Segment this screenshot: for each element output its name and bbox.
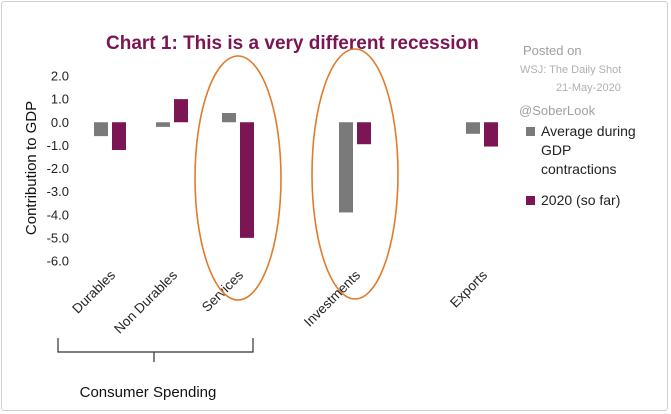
bar-2020-durables — [112, 122, 126, 150]
bar-2020-services — [240, 122, 254, 238]
highlight-ellipses — [194, 48, 399, 301]
y-axis-label: Contribution to GDP — [23, 101, 40, 235]
chart-title: Chart 1: This is a very different recess… — [106, 33, 479, 54]
category-label: Exports — [447, 267, 490, 310]
bar-marks — [94, 99, 498, 238]
watermark-date: 21-May-2020 — [556, 82, 621, 94]
y-tick-labels: 2.0 1.0 0.0 -1.0 -2.0 -3.0 -4.0 -5.0 -6.0 — [47, 69, 69, 269]
legend-swatch-2020 — [526, 196, 535, 205]
legend-swatch-average — [526, 127, 535, 136]
highlight-ellipse-investments — [311, 48, 399, 300]
watermark-source: WSJ: The Daily Shot — [520, 64, 621, 76]
bar-average-exports — [466, 122, 480, 134]
category-label: Non Durables — [111, 267, 180, 336]
group-bracket — [57, 338, 254, 362]
bar-2020-non-durables — [174, 99, 188, 123]
y-tick-label: -6.0 — [47, 254, 69, 269]
y-tick-label: -1.0 — [47, 138, 69, 153]
legend-label-average: contractions — [541, 161, 616, 177]
y-tick-label: -5.0 — [47, 230, 69, 245]
y-tick-label: 0.0 — [51, 115, 69, 130]
bar-2020-investments — [357, 122, 371, 145]
legend-label-2020: 2020 (so far) — [541, 192, 620, 208]
bar-average-investments — [339, 122, 353, 213]
category-label: Durables — [69, 267, 118, 316]
group-label: Consumer Spending — [80, 384, 217, 401]
watermark-handle: @SoberLook — [519, 103, 596, 118]
y-tick-label: -4.0 — [47, 207, 69, 222]
bar-average-durables — [94, 122, 108, 137]
y-tick-label: -2.0 — [47, 161, 69, 176]
y-tick-label: -3.0 — [47, 184, 69, 199]
bar-average-services — [222, 113, 236, 123]
legend-label-average: Average during — [541, 123, 636, 139]
legend-label-average: GDP — [541, 142, 571, 158]
bar-average-non-durables — [156, 122, 170, 127]
watermark-posted-on: Posted on — [523, 43, 582, 58]
bar-2020-exports — [484, 122, 498, 147]
legend: Average during GDP contractions 2020 (so fa… — [526, 123, 636, 208]
y-tick-label: 1.0 — [51, 92, 69, 107]
highlight-ellipse-services — [194, 55, 282, 301]
y-tick-label: 2.0 — [51, 69, 69, 84]
